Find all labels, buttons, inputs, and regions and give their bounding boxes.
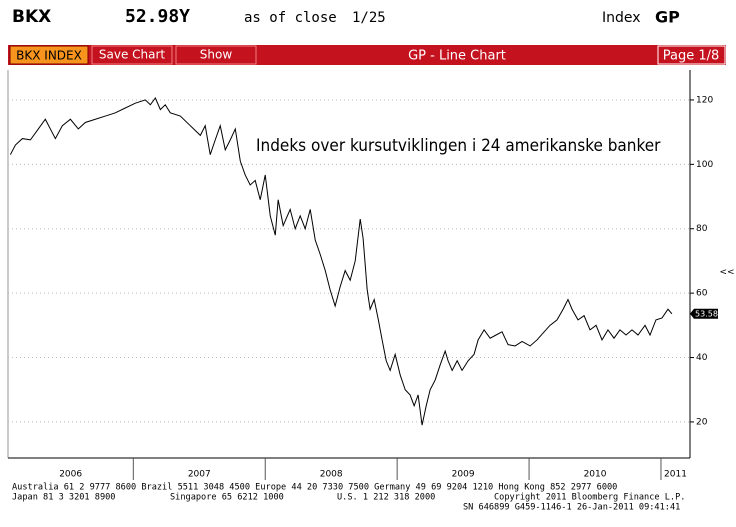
chart-name: GP - Line Chart	[408, 49, 506, 64]
footer-line: Australia 61 2 9777 8600 Brazil 5511 304…	[12, 483, 617, 493]
show-label: Show	[200, 48, 233, 62]
y-tick-label: 60	[696, 289, 708, 299]
page-label: Page 1/8	[663, 49, 720, 64]
x-tick-label: 2009	[452, 470, 475, 480]
x-tick-label: 2006	[59, 470, 82, 480]
x-tick-label: 2007	[188, 470, 211, 480]
y-tick-label: 20	[696, 417, 708, 427]
x-tick-label: 2011	[664, 470, 687, 480]
footer-line: Singapore 65 6212 1000	[170, 493, 284, 503]
security-button[interactable]	[9, 45, 89, 65]
annotation: Indeks over kursutviklingen i 24 amerika…	[256, 136, 661, 156]
scroll-marker[interactable]: <<	[719, 268, 734, 278]
function: GP	[655, 8, 680, 27]
x-tick-label: 2010	[584, 470, 607, 480]
security-label: BKX INDEX	[16, 49, 82, 63]
price-tag	[690, 308, 718, 319]
price-tag-label: 53.58	[695, 309, 718, 318]
footer-line: Copyright 2011 Bloomberg Finance L.P.	[494, 493, 685, 503]
x-tick-label: 2008	[320, 470, 343, 480]
ticker: BKX	[12, 7, 51, 27]
y-tick-label: 100	[696, 160, 713, 170]
show-button[interactable]	[175, 45, 257, 65]
save-button[interactable]	[91, 45, 173, 65]
price: 52.98Y	[125, 6, 190, 27]
save-label: Save Chart	[99, 48, 166, 62]
price-line	[9, 97, 673, 426]
footer-line: SN 646899 G459-1146-1 26-Jan-2011 09:41:…	[463, 503, 680, 513]
y-tick-label: 40	[696, 353, 708, 363]
close-date: 1/25	[352, 10, 386, 26]
kind: Index	[602, 10, 641, 26]
footer-line: U.S. 1 212 318 2000	[337, 493, 435, 503]
footer-line: Japan 81 3 3201 8900	[12, 493, 115, 503]
page-button[interactable]	[657, 45, 726, 65]
y-tick-label: 80	[696, 224, 708, 234]
y-tick-label: 120	[696, 95, 713, 105]
close-text: as of close	[244, 10, 337, 26]
